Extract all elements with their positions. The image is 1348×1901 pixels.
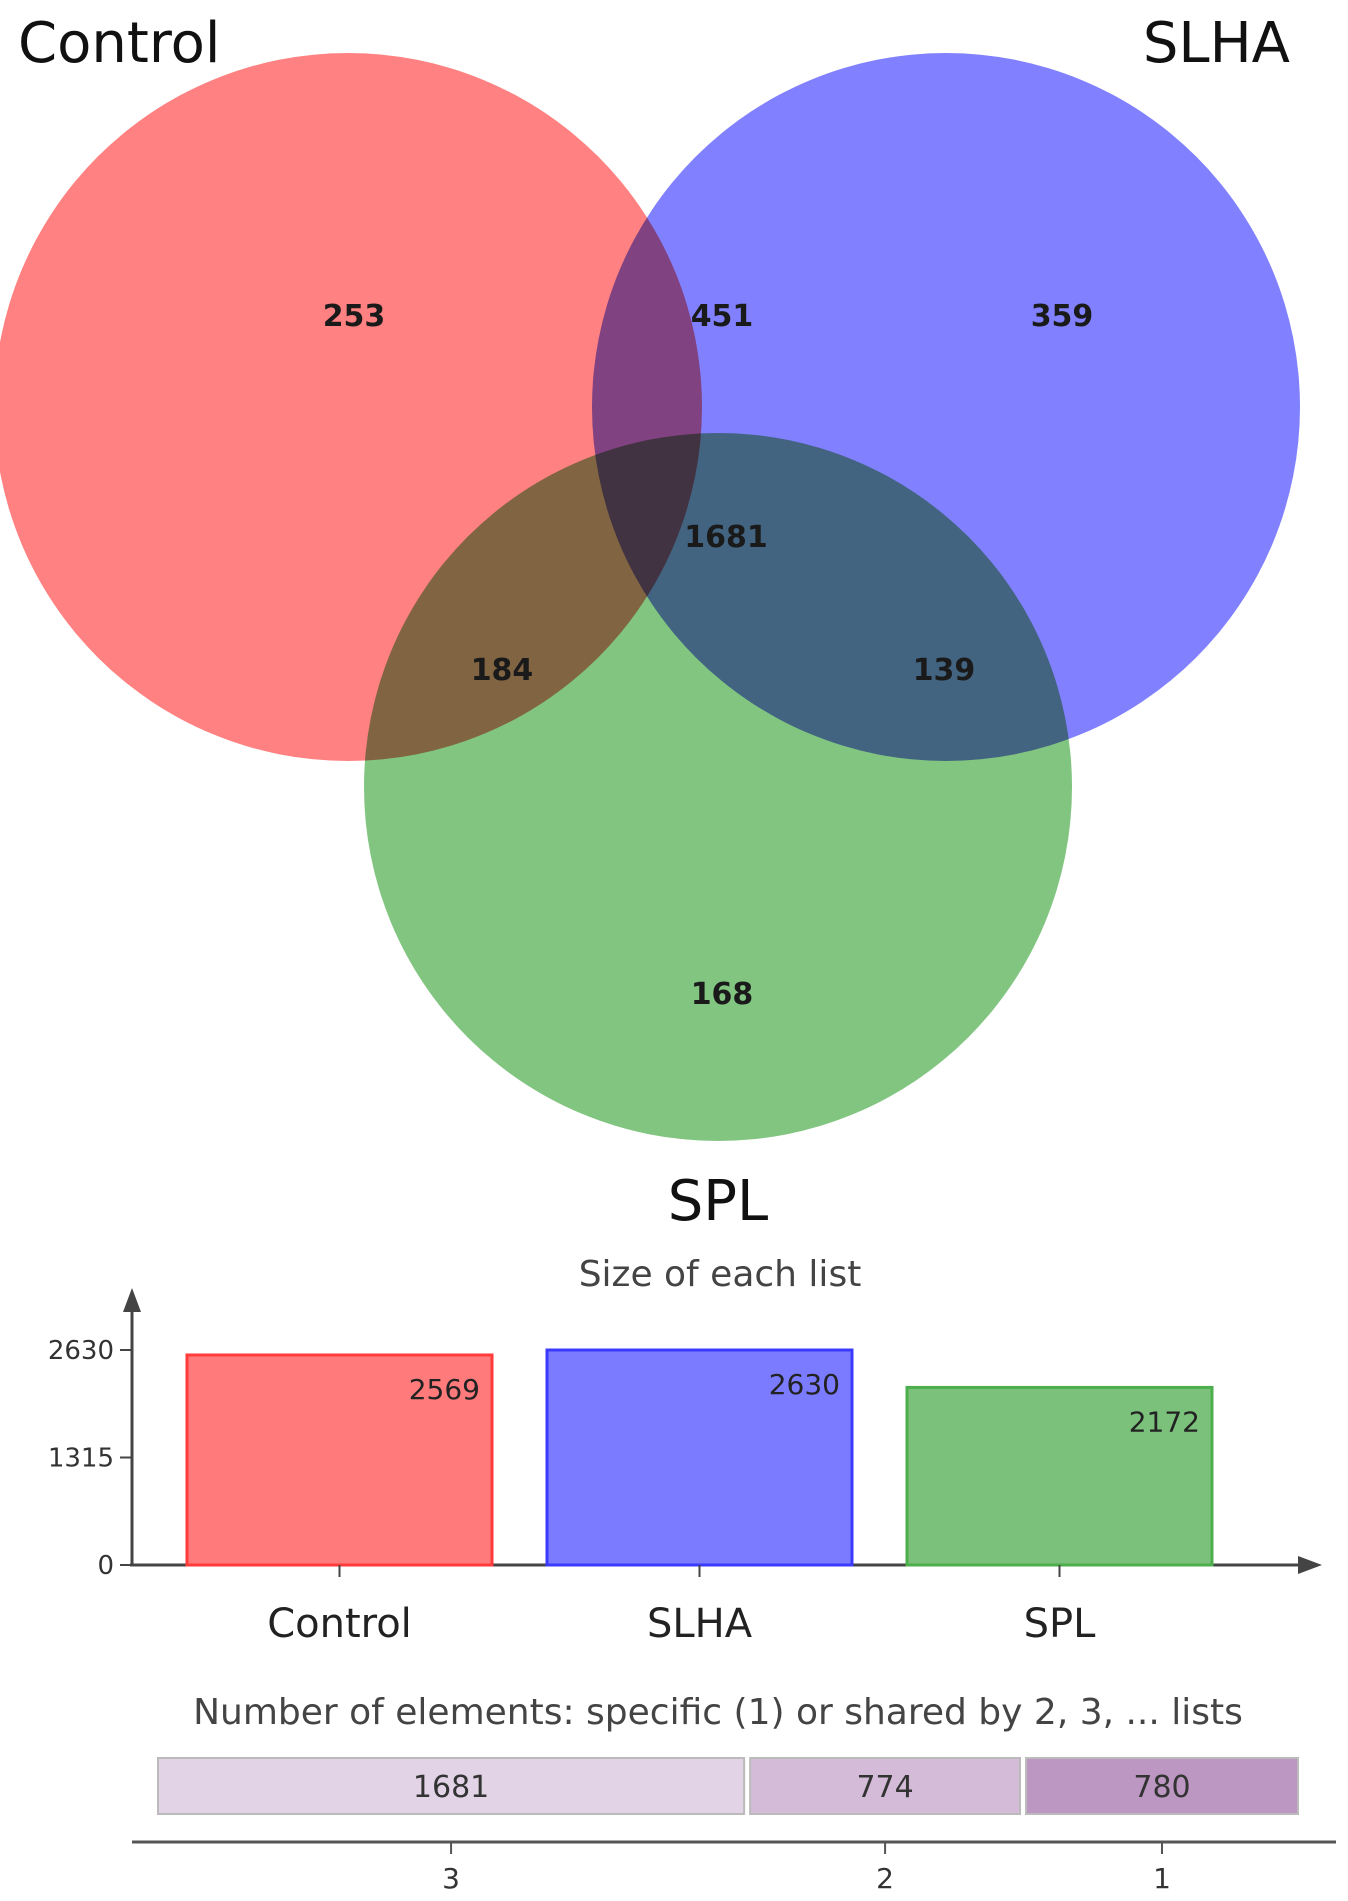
- bar-spl: [905, 1385, 1214, 1567]
- list-size-bars: 2569 Control 2630 SLHA 2172 SPL: [185, 1348, 1214, 1647]
- segment-tick-label: 2: [876, 1862, 894, 1895]
- segment-shared-by-3: [157, 1757, 746, 1815]
- y-tick-label: 2630: [48, 1336, 114, 1366]
- y-tick-label: 1315: [48, 1444, 114, 1474]
- segment-value-label: 774: [856, 1770, 913, 1805]
- bar-value-label: 2172: [1129, 1405, 1200, 1438]
- bar-value-label: 2569: [409, 1373, 480, 1406]
- segment-value-label: 780: [1133, 1770, 1190, 1805]
- region-spl-only: 168: [691, 977, 754, 1012]
- segment-value-label: 1681: [413, 1770, 489, 1805]
- y-tick-label: 0: [97, 1551, 114, 1581]
- x-category-label: SPL: [1024, 1601, 1097, 1647]
- segment-shared-by-1: [1025, 1757, 1300, 1815]
- venn-circles: [0, 53, 1300, 1141]
- set-title-spl: SPL: [668, 1169, 769, 1234]
- x-category-label: Control: [267, 1601, 412, 1647]
- region-all-three: 1681: [684, 520, 768, 555]
- shared-elements-segments: 1681 774 780: [157, 1757, 1300, 1815]
- shared-elements-chart-title: Number of elements: specific (1) or shar…: [193, 1692, 1243, 1733]
- region-slha-spl: 139: [913, 653, 976, 688]
- set-title-slha: SLHA: [1143, 11, 1290, 76]
- list-size-y-ticks: 0 1315 2630: [48, 1336, 132, 1581]
- segment-shared-by-2: [749, 1757, 1022, 1815]
- list-size-chart-title: Size of each list: [579, 1254, 862, 1295]
- bar-slha: [545, 1348, 854, 1567]
- region-control-slha: 451: [691, 299, 754, 334]
- shared-elements-chart: Number of elements: specific (1) or shar…: [132, 1692, 1336, 1895]
- venn-diagram: Control SLHA SPL 253 451 359 1681 184 13…: [0, 11, 1300, 1234]
- region-control-spl: 184: [471, 653, 534, 688]
- segment-tick-label: 3: [442, 1862, 460, 1895]
- x-axis-arrow: [1298, 1556, 1322, 1574]
- region-slha-only: 359: [1031, 299, 1094, 334]
- region-control-only: 253: [323, 299, 386, 334]
- segment-tick-label: 1: [1153, 1862, 1171, 1895]
- bar-value-label: 2630: [769, 1368, 840, 1401]
- x-category-label: SLHA: [647, 1601, 753, 1647]
- bar-control: [185, 1353, 494, 1567]
- shared-elements-ticks: 3 2 1: [442, 1842, 1171, 1895]
- set-title-control: Control: [18, 11, 220, 76]
- y-axis-arrow: [123, 1288, 141, 1312]
- venn-circle-spl: [364, 433, 1072, 1141]
